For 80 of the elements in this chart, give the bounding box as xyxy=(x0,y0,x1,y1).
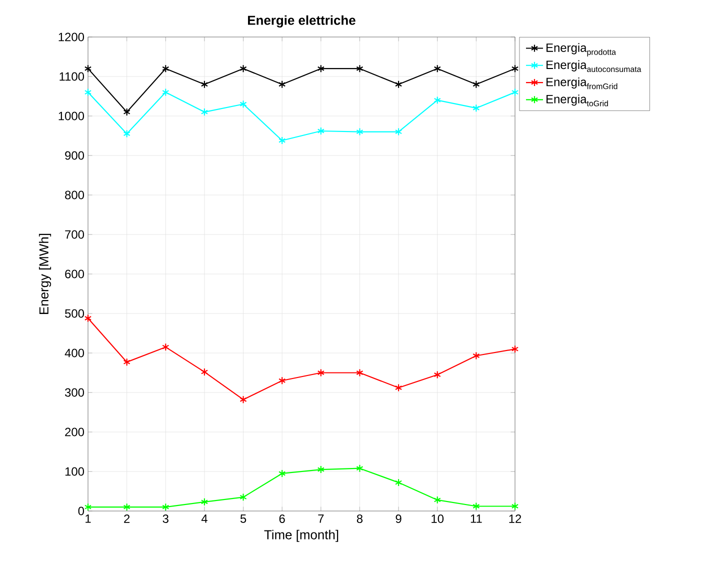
point xyxy=(356,368,364,377)
chart-title: Energie elettriche xyxy=(248,15,356,28)
y-tick-label: 500 xyxy=(65,309,84,318)
point xyxy=(356,464,364,472)
point xyxy=(434,64,441,73)
y-tick-label: 600 xyxy=(65,270,84,278)
point xyxy=(317,368,324,377)
point xyxy=(200,368,208,376)
point xyxy=(162,64,170,73)
point xyxy=(278,136,286,145)
x-tick-label: 10 xyxy=(432,514,444,523)
point xyxy=(394,128,402,136)
point xyxy=(472,502,480,510)
point xyxy=(162,88,170,96)
legend-label: $\text{Energia}_{\text{autoconsumata}}$ xyxy=(546,60,642,72)
x-tick-label: 11 xyxy=(470,514,482,523)
point xyxy=(240,100,247,108)
point xyxy=(511,88,519,96)
point xyxy=(472,104,480,112)
point xyxy=(162,503,170,512)
y-tick-label: 1200 xyxy=(58,32,84,42)
point xyxy=(278,80,286,88)
point xyxy=(434,96,441,104)
legend-label: $\text{Energia}_{\text{toGrid}}$ xyxy=(546,94,608,106)
point xyxy=(162,343,170,352)
legend-label: $\text{Energia}_{\text{prodotta}}$ xyxy=(546,43,616,56)
point xyxy=(278,469,286,478)
point xyxy=(84,314,92,322)
x-tick-label: 3 xyxy=(162,514,168,523)
y-tick-label: 900 xyxy=(65,151,84,160)
legend-label: $\text{Energia}_{\text{fromGrid}}$ xyxy=(546,77,618,90)
point xyxy=(200,498,208,506)
x-tick-label: 4 xyxy=(201,514,208,523)
point xyxy=(84,88,92,96)
y-axis-title: Energy [MWh] xyxy=(38,234,52,314)
point xyxy=(472,80,480,88)
point xyxy=(356,128,364,136)
point xyxy=(394,478,402,487)
y-tick-label: 400 xyxy=(64,348,84,358)
point xyxy=(240,493,247,502)
y-tick-label: 200 xyxy=(65,428,84,436)
x-tick-label: 8 xyxy=(356,514,363,523)
point xyxy=(240,396,247,404)
point xyxy=(123,108,130,116)
x-tick-label: 5 xyxy=(240,514,246,523)
y-tick-label: 300 xyxy=(64,388,84,397)
x-tick-label: 1 xyxy=(86,514,91,523)
x-tick-label: 9 xyxy=(396,514,402,523)
point xyxy=(240,64,247,73)
y-tick-label: 700 xyxy=(65,230,84,239)
point xyxy=(84,503,92,512)
y-tick-label: 0 xyxy=(78,506,84,516)
point xyxy=(200,80,208,88)
point xyxy=(123,358,130,366)
point xyxy=(511,502,519,510)
x-tick-label: 12 xyxy=(509,514,522,523)
y-tick-label: 1100 xyxy=(60,72,84,81)
point xyxy=(123,503,130,512)
point xyxy=(394,80,402,88)
point xyxy=(123,130,130,138)
x-tick-label: 6 xyxy=(279,514,285,523)
point xyxy=(84,64,92,73)
point xyxy=(317,126,324,136)
x-tick-label: 2 xyxy=(124,514,130,523)
point xyxy=(356,64,364,73)
point xyxy=(200,108,208,116)
point xyxy=(434,496,441,504)
x-axis-title: Time [month] xyxy=(264,530,338,542)
y-tick-label: 800 xyxy=(65,190,84,200)
point xyxy=(511,64,519,73)
point xyxy=(394,384,402,392)
point xyxy=(317,465,324,474)
point xyxy=(434,370,441,379)
y-tick-label: 100 xyxy=(65,467,84,476)
y-tick-label: 1000 xyxy=(58,112,84,120)
point xyxy=(472,352,480,360)
point xyxy=(278,376,286,385)
point xyxy=(317,64,324,73)
point xyxy=(511,345,519,354)
x-tick-label: 7 xyxy=(318,514,324,523)
